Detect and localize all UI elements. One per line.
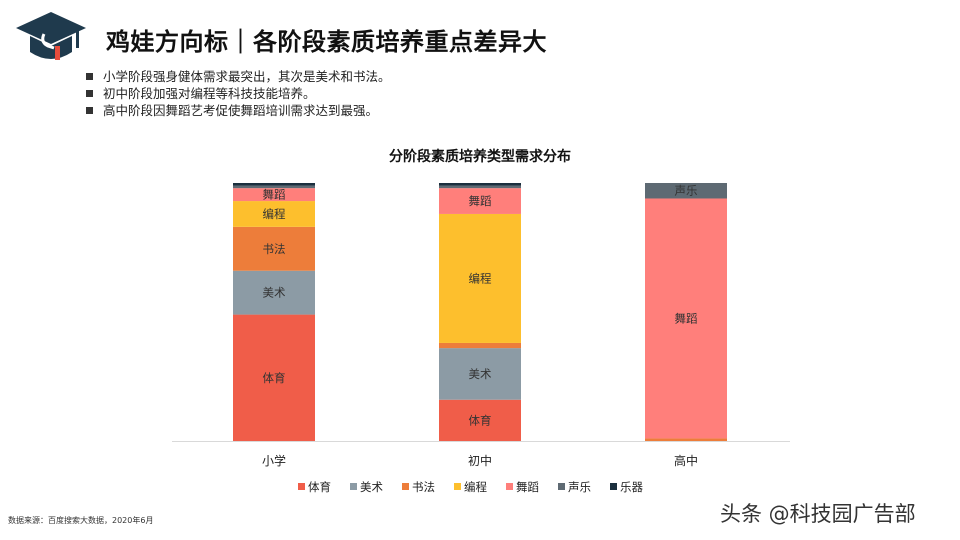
- bullet-marker: [86, 73, 93, 80]
- legend-swatch: [506, 483, 513, 490]
- data-label: 书法: [263, 242, 286, 256]
- bullet-text: 初中阶段加强对编程等科技技能培养。: [103, 86, 316, 101]
- watermark: 头条 @科技园广告部: [720, 502, 916, 526]
- legend-label: 声乐: [568, 480, 591, 494]
- bullet-marker: [86, 107, 93, 114]
- bar-segment: [645, 198, 727, 439]
- data-label: 美术: [263, 286, 286, 300]
- legend-swatch: [454, 483, 461, 490]
- data-label: 编程: [263, 207, 286, 221]
- legend-label: 编程: [464, 480, 487, 494]
- bar-segment: [439, 399, 521, 441]
- legend-label: 书法: [412, 480, 435, 494]
- legend-label: 舞蹈: [516, 480, 539, 494]
- bullet-text: 小学阶段强身健体需求最突出，其次是美术和书法。: [103, 69, 391, 84]
- bar-segment: [233, 188, 315, 202]
- data-label: 舞蹈: [469, 194, 492, 208]
- x-tick-label: 小学: [262, 453, 286, 468]
- bar-segment: [233, 201, 315, 227]
- legend-label: 体育: [308, 480, 331, 494]
- data-label: 体育: [263, 371, 286, 385]
- bullet-item: 高中阶段因舞蹈艺考促使舞蹈培训需求达到最强。: [86, 102, 391, 119]
- legend-label: 乐器: [620, 480, 643, 494]
- bar-segment: [439, 183, 521, 186]
- bullet-item: 小学阶段强身健体需求最突出，其次是美术和书法。: [86, 68, 391, 85]
- bar-segment: [233, 185, 315, 189]
- bar-segment: [233, 226, 315, 271]
- legend-swatch: [558, 483, 565, 490]
- data-label: 舞蹈: [675, 311, 698, 325]
- data-label: 声乐: [675, 184, 698, 198]
- data-label: 舞蹈: [263, 188, 286, 202]
- legend-swatch: [402, 483, 409, 490]
- chart-title: 分阶段素质培养类型需求分布: [389, 149, 571, 165]
- bullet-item: 初中阶段加强对编程等科技技能培养。: [86, 85, 391, 102]
- bullet-list: 小学阶段强身健体需求最突出，其次是美术和书法。 初中阶段加强对编程等科技技能培养…: [86, 68, 391, 119]
- bar-segment: [439, 348, 521, 400]
- legend-swatch: [610, 483, 617, 490]
- graduation-cap-icon: [16, 12, 86, 60]
- bar-segment: [439, 188, 521, 214]
- bar-segment: [439, 213, 521, 343]
- data-label: 美术: [469, 367, 492, 381]
- bar-segment: [645, 438, 727, 441]
- bar-segment: [439, 342, 521, 349]
- legend-label: 美术: [360, 480, 383, 494]
- bar-segment: [645, 183, 727, 199]
- x-tick-label: 初中: [468, 453, 492, 468]
- data-source-note: 数据来源：百度搜索大数据，2020年6月: [8, 516, 154, 525]
- bar-segment: [233, 314, 315, 441]
- data-label: 体育: [469, 413, 492, 427]
- bar-segment: [233, 183, 315, 186]
- bar-segment: [439, 185, 521, 189]
- data-label: 编程: [469, 271, 492, 285]
- bullet-text: 高中阶段因舞蹈艺考促使舞蹈培训需求达到最强。: [103, 103, 379, 118]
- legend-swatch: [298, 483, 305, 490]
- page-title: 鸡娃方向标｜各阶段素质培养重点差异大: [106, 28, 547, 56]
- bullet-marker: [86, 90, 93, 97]
- legend-swatch: [350, 483, 357, 490]
- bar-segment: [233, 270, 315, 315]
- x-tick-label: 高中: [674, 453, 698, 468]
